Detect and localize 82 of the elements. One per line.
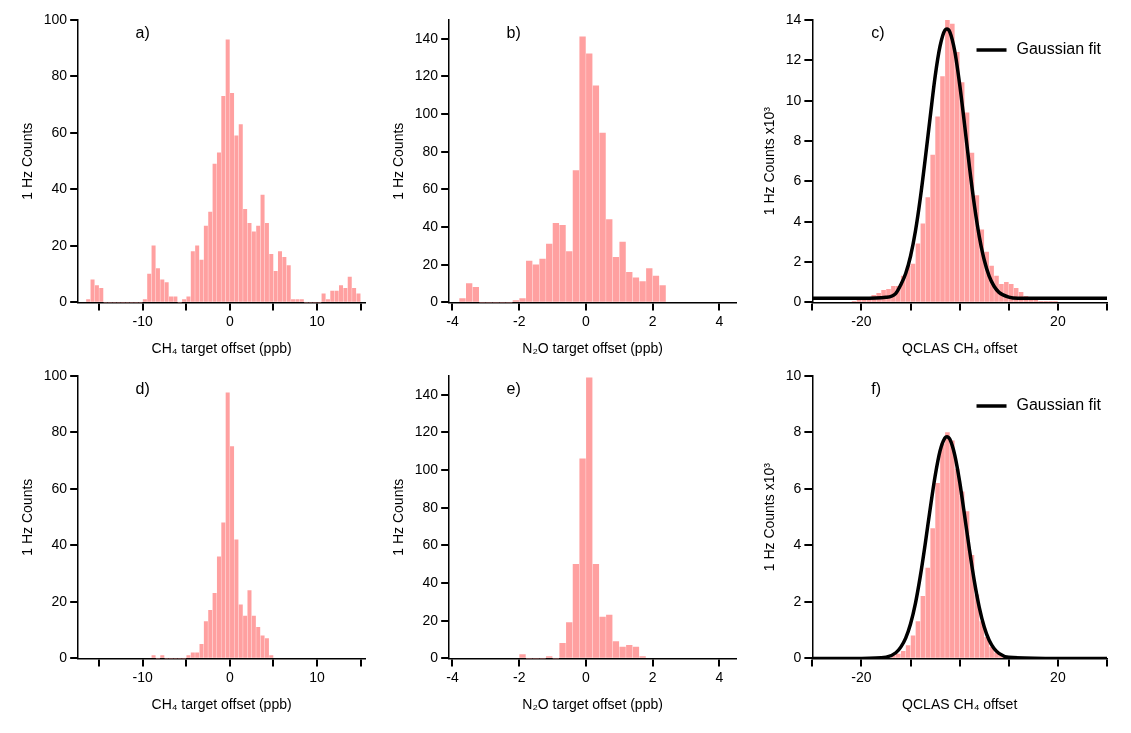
x-axis-title: N₂O target offset (ppb) <box>522 340 663 357</box>
y-tick-label: 4 <box>793 536 802 553</box>
y-tick-label: 10 <box>785 91 802 108</box>
y-axis-title: 1 Hz Counts <box>19 478 36 556</box>
annotation: e) <box>506 380 521 398</box>
y-axis-title: 1 Hz Counts <box>19 122 36 200</box>
y-tick-label: 60 <box>422 536 439 553</box>
annotation: b) <box>506 24 521 42</box>
x-tick-label: -2 <box>512 668 526 685</box>
x-axis-title: CH₄ target offset (ppb) <box>151 696 292 713</box>
y-tick-label: 120 <box>414 423 439 440</box>
x-tick-label: 0 <box>582 312 591 329</box>
y-tick-label: 8 <box>793 131 802 148</box>
y-tick-label: 0 <box>59 649 68 666</box>
x-axis-title: N₂O target offset (ppb) <box>522 696 663 713</box>
x-tick-label: 2 <box>648 312 657 329</box>
y-tick-label: 120 <box>414 67 439 84</box>
x-tick-label: 4 <box>715 668 724 685</box>
y-tick-label: 80 <box>51 423 68 440</box>
x-axis-title: CH₄ target offset (ppb) <box>151 340 292 357</box>
y-tick-label: 4 <box>793 212 802 229</box>
x-tick-label: 0 <box>225 668 234 685</box>
y-tick-label: 10 <box>785 366 802 383</box>
y-tick-label: 40 <box>422 573 439 590</box>
y-tick-label: 8 <box>793 423 802 440</box>
y-axis-title: 1 Hz Counts x10³ <box>761 106 778 216</box>
y-tick-label: 0 <box>793 293 802 310</box>
y-tick-label: 0 <box>430 649 439 666</box>
y-tick-label: 60 <box>51 123 68 140</box>
x-tick-label: 10 <box>309 312 326 329</box>
y-tick-label: 14 <box>785 10 802 27</box>
x-axis-title: QCLAS CH₄ offset <box>902 696 1018 713</box>
y-tick-label: 40 <box>51 180 68 197</box>
y-tick-label: 2 <box>793 252 802 269</box>
x-tick-label: -20 <box>851 668 872 685</box>
annotation: d) <box>135 380 150 398</box>
y-tick-label: 80 <box>422 498 439 515</box>
y-tick-label: 12 <box>785 51 802 68</box>
y-tick-label: 20 <box>422 255 439 272</box>
y-tick-label: 20 <box>422 611 439 628</box>
x-tick-label: 2 <box>648 668 657 685</box>
y-tick-label: 6 <box>793 172 802 189</box>
annotation: c) <box>871 24 885 42</box>
x-tick-label: -2 <box>512 312 526 329</box>
y-tick-label: 60 <box>422 180 439 197</box>
x-tick-label: 10 <box>309 668 326 685</box>
annotation: a) <box>135 24 150 42</box>
y-tick-label: 80 <box>51 67 68 84</box>
y-tick-label: 0 <box>59 293 68 310</box>
y-tick-label: 100 <box>43 10 68 27</box>
legend-label: Gaussian fit <box>1016 40 1102 58</box>
x-tick-label: 0 <box>582 668 591 685</box>
y-axis-title: 1 Hz Counts <box>390 478 407 556</box>
x-tick-label: -4 <box>446 668 459 685</box>
y-tick-label: 140 <box>414 29 439 46</box>
y-tick-label: 80 <box>422 142 439 159</box>
y-tick-label: 100 <box>414 460 439 477</box>
x-tick-label: 0 <box>225 312 234 329</box>
legend-label: Gaussian fit <box>1016 396 1102 414</box>
y-tick-label: 20 <box>51 592 68 609</box>
x-tick-label: 4 <box>715 312 724 329</box>
y-tick-label: 20 <box>51 236 68 253</box>
y-tick-label: 100 <box>43 366 68 383</box>
x-tick-label: 20 <box>1050 312 1066 329</box>
x-tick-label: -4 <box>446 312 459 329</box>
y-tick-label: 100 <box>414 104 439 121</box>
y-tick-label: 6 <box>793 479 802 496</box>
x-tick-label: -20 <box>851 312 872 329</box>
y-tick-label: 60 <box>51 479 68 496</box>
y-tick-label: 40 <box>422 217 439 234</box>
x-tick-label: 20 <box>1050 668 1066 685</box>
y-axis-title: 1 Hz Counts <box>390 122 407 200</box>
y-axis-title: 1 Hz Counts x10³ <box>761 462 778 572</box>
y-tick-label: 2 <box>793 592 802 609</box>
x-axis-title: QCLAS CH₄ offset <box>902 340 1018 357</box>
annotation: f) <box>871 380 882 398</box>
y-tick-label: 0 <box>793 649 802 666</box>
y-tick-label: 140 <box>414 385 439 402</box>
x-tick-label: -10 <box>132 668 154 685</box>
x-tick-label: -10 <box>132 312 154 329</box>
y-tick-label: 40 <box>51 536 68 553</box>
y-tick-label: 0 <box>430 293 439 310</box>
